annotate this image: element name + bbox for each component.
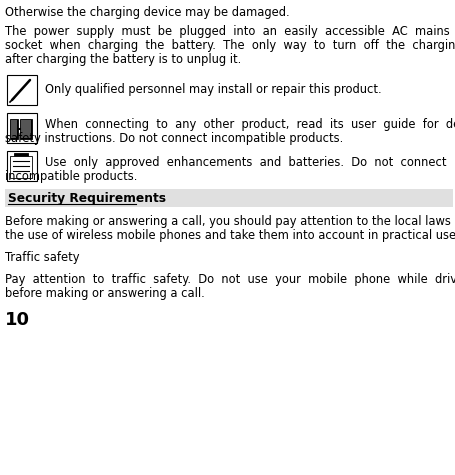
Text: 10: 10 [5, 311, 30, 329]
Bar [21, 120, 31, 138]
Bar [11, 120, 17, 138]
Text: Traffic safety: Traffic safety [5, 251, 80, 264]
Text: When  connecting  to  any  other  product,  read  its  user  guide  for  detaile: When connecting to any other product, re… [45, 118, 455, 131]
Text: socket  when  charging  the  battery.  The  only  way  to  turn  off  the  charg: socket when charging the battery. The on… [5, 39, 455, 52]
Text: Pay  attention  to  traffic  safety.  Do  not  use  your  mobile  phone  while  : Pay attention to traffic safety. Do not … [5, 273, 455, 286]
Bar [14, 153, 28, 158]
Bar [7, 151, 37, 181]
Text: Before making or answering a call, you should pay attention to the local laws ab: Before making or answering a call, you s… [5, 215, 455, 228]
Text: the use of wireless mobile phones and take them into account in practical use.: the use of wireless mobile phones and ta… [5, 229, 455, 242]
Text: Otherwise the charging device may be damaged.: Otherwise the charging device may be dam… [5, 6, 290, 19]
Bar [10, 119, 18, 139]
Text: The  power  supply  must  be  plugged  into  an  easily  accessible  AC  mains  : The power supply must be plugged into an… [5, 25, 455, 38]
Bar [7, 113, 37, 143]
Text: Security Requirements: Security Requirements [8, 192, 166, 205]
Text: Only qualified personnel may install or repair this product.: Only qualified personnel may install or … [45, 83, 382, 96]
Text: incompatible products.: incompatible products. [5, 170, 137, 183]
Bar [20, 119, 32, 139]
Text: after charging the battery is to unplug it.: after charging the battery is to unplug … [5, 53, 241, 66]
Bar [5, 189, 453, 207]
Text: Use  only  approved  enhancements  and  batteries.  Do  not  connect: Use only approved enhancements and batte… [45, 156, 446, 169]
Bar [7, 75, 37, 105]
Text: before making or answering a call.: before making or answering a call. [5, 287, 205, 300]
Bar [10, 156, 32, 178]
Text: safety instructions. Do not connect incompatible products.: safety instructions. Do not connect inco… [5, 132, 343, 145]
